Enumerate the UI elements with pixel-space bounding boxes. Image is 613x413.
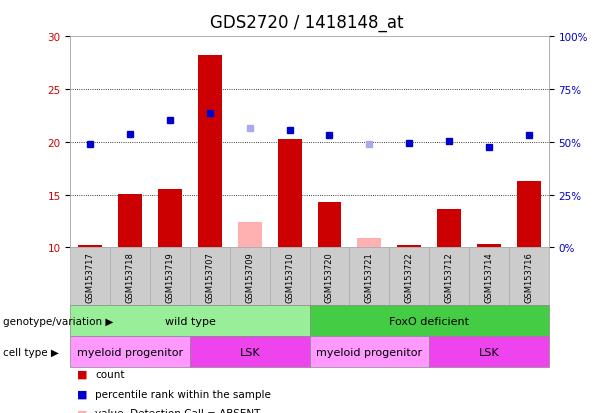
Text: GSM153717: GSM153717 [86, 252, 95, 302]
Text: genotype/variation ▶: genotype/variation ▶ [3, 316, 113, 326]
Text: cell type ▶: cell type ▶ [3, 347, 59, 357]
Bar [397, 246, 421, 248]
Bar [238, 223, 262, 248]
Text: value, Detection Call = ABSENT: value, Detection Call = ABSENT [95, 408, 261, 413]
Bar [78, 246, 102, 248]
Bar [198, 56, 222, 248]
Text: GSM153716: GSM153716 [524, 252, 533, 302]
Text: GSM153719: GSM153719 [166, 252, 175, 302]
Text: LSK: LSK [240, 347, 260, 357]
Bar [517, 181, 541, 248]
Text: count: count [95, 369, 124, 379]
Bar [477, 244, 501, 248]
Text: LSK: LSK [479, 347, 499, 357]
Text: GDS2720 / 1418148_at: GDS2720 / 1418148_at [210, 14, 403, 32]
Text: GSM153712: GSM153712 [444, 252, 454, 302]
Bar [158, 190, 182, 248]
Text: myeloid progenitor: myeloid progenitor [77, 347, 183, 357]
Bar [357, 238, 381, 248]
Text: GSM153710: GSM153710 [285, 252, 294, 302]
Text: GSM153718: GSM153718 [126, 252, 135, 302]
Text: myeloid progenitor: myeloid progenitor [316, 347, 422, 357]
Text: percentile rank within the sample: percentile rank within the sample [95, 389, 271, 399]
Text: GSM153709: GSM153709 [245, 252, 254, 302]
Text: wild type: wild type [165, 316, 215, 326]
Bar [437, 210, 461, 248]
Text: GSM153721: GSM153721 [365, 252, 374, 302]
Text: GSM153722: GSM153722 [405, 252, 414, 302]
Bar [318, 202, 341, 248]
Text: FoxO deficient: FoxO deficient [389, 316, 469, 326]
Text: GSM153707: GSM153707 [205, 252, 215, 302]
Text: ■: ■ [77, 369, 87, 379]
Text: ■: ■ [77, 389, 87, 399]
Text: GSM153714: GSM153714 [484, 252, 493, 302]
Bar [278, 139, 302, 248]
Bar [118, 194, 142, 248]
Text: ■: ■ [77, 408, 87, 413]
Text: GSM153720: GSM153720 [325, 252, 334, 302]
